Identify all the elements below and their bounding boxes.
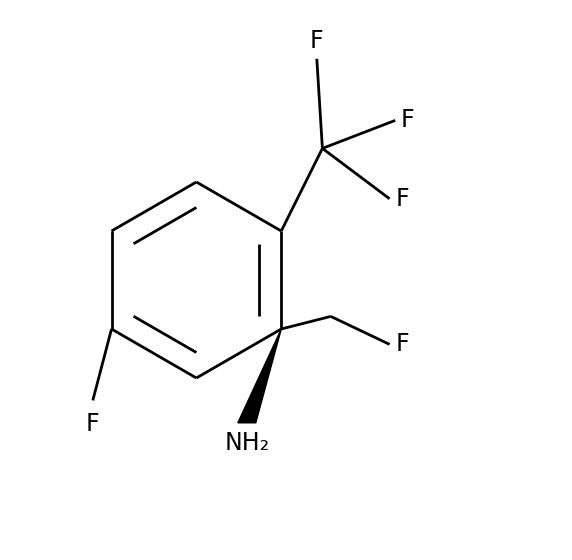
Text: F: F: [401, 109, 415, 132]
Text: F: F: [395, 333, 409, 356]
Text: NH₂: NH₂: [224, 431, 269, 455]
Text: F: F: [310, 29, 324, 53]
Polygon shape: [238, 329, 281, 423]
Text: F: F: [86, 412, 100, 436]
Text: F: F: [395, 187, 409, 211]
